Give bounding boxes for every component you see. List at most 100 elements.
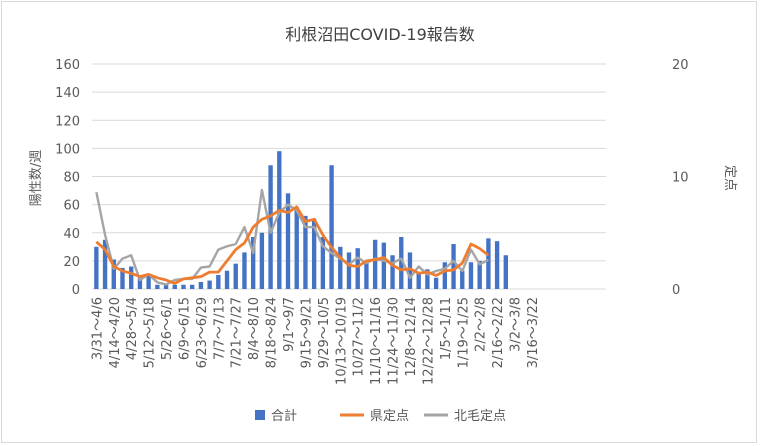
bar <box>181 284 186 289</box>
bar <box>460 270 465 289</box>
x-tick-label: 2/2～2/8 <box>474 297 489 352</box>
y-tick-label: 20 <box>63 255 80 270</box>
bar <box>329 165 334 289</box>
x-tick-label: 3/31～4/6 <box>90 297 105 360</box>
y2-axis-ticks: 0 10 20 <box>672 58 689 298</box>
bar <box>381 242 387 289</box>
bar <box>416 272 421 289</box>
bar <box>224 270 230 289</box>
bar <box>451 244 456 289</box>
bar <box>503 255 508 289</box>
legend-entry: 合計 <box>271 408 297 424</box>
y2-axis-label: 定点 <box>722 165 737 191</box>
bar <box>137 277 143 289</box>
bar-series <box>94 151 508 289</box>
x-tick-label: 9/1～9/7 <box>282 297 297 352</box>
chart-title: 利根沼田COVID-19報告数 <box>285 25 475 44</box>
y2-tick-label: 10 <box>672 171 689 186</box>
legend: 合計 県定点 北毛定点 <box>255 408 506 424</box>
bar <box>172 284 177 289</box>
x-tick-label: 11/10～11/16 <box>369 297 384 385</box>
y-tick-label: 140 <box>55 86 80 101</box>
bar <box>425 269 430 289</box>
bar <box>120 267 125 289</box>
x-tick-label: 7/21～7/27 <box>230 297 245 368</box>
legend-swatch <box>255 410 265 420</box>
series-line <box>95 205 490 285</box>
y2-tick-label: 0 <box>672 283 680 298</box>
bar <box>407 252 413 289</box>
bar <box>242 252 247 289</box>
bar <box>390 255 395 289</box>
gridlines <box>92 63 606 290</box>
bar <box>102 239 108 289</box>
bar <box>372 239 378 289</box>
y-tick-label: 160 <box>55 58 80 73</box>
y-tick-label: 120 <box>55 114 80 129</box>
bar <box>320 236 326 289</box>
x-tick-label: 7/7～7/13 <box>212 297 227 360</box>
y-tick-label: 40 <box>63 227 80 242</box>
x-tick-label: 4/14～4/20 <box>108 297 123 368</box>
y-tick-label: 100 <box>55 142 80 157</box>
x-tick-label: 5/12～5/18 <box>143 297 158 368</box>
bar <box>494 241 500 289</box>
x-tick-label: 9/29～10/5 <box>317 297 332 368</box>
x-tick-label: 12/8～12/14 <box>404 297 419 377</box>
x-tick-label: 3/2～3/8 <box>509 297 524 352</box>
x-axis-ticks: 3/31～4/6 4/14～4/20 4/28～5/4 5/12～5/18 5/26～6… <box>90 297 541 385</box>
bar <box>468 262 474 289</box>
x-tick-label: 5/26～6/1 <box>160 297 175 360</box>
bar <box>486 238 491 289</box>
x-tick-label: 10/27～11/2 <box>352 297 367 377</box>
bar <box>285 193 291 289</box>
x-tick-label: 3/16～3/22 <box>526 297 541 368</box>
bar <box>442 262 448 289</box>
bar <box>216 274 221 289</box>
bar <box>355 248 360 289</box>
x-tick-label: 1/5～1/11 <box>439 297 454 360</box>
x-tick-label: 12/22～12/28 <box>421 297 436 385</box>
x-tick-label: 8/4～8/10 <box>247 297 262 360</box>
bar <box>198 281 204 289</box>
y-tick-label: 80 <box>63 171 80 186</box>
bar <box>399 236 404 289</box>
x-tick-label: 1/19～1/25 <box>456 297 471 368</box>
y-axis-ticks: 0 20 40 60 80 100 120 140 160 <box>55 58 80 298</box>
bar <box>338 246 343 289</box>
bar <box>477 260 482 289</box>
bar <box>163 284 169 289</box>
y-tick-label: 0 <box>72 283 80 298</box>
bar <box>190 284 195 289</box>
legend-entry: 県定点 <box>370 409 409 424</box>
series-line <box>95 188 489 286</box>
x-tick-label: 9/15～9/21 <box>299 297 314 368</box>
bar <box>207 280 212 289</box>
x-tick-label: 6/9～6/15 <box>178 297 193 360</box>
y2-tick-label: 20 <box>672 58 689 73</box>
bar <box>259 232 265 289</box>
x-tick-label: 8/18～8/24 <box>265 297 280 368</box>
bar <box>346 252 352 289</box>
bar <box>294 207 299 289</box>
y-axis-label: 陽性数/週 <box>29 150 44 206</box>
bar <box>94 246 99 289</box>
bar <box>303 215 308 289</box>
x-tick-label: 11/24～11/30 <box>387 297 402 385</box>
x-tick-label: 2/16～2/22 <box>491 297 506 368</box>
bar <box>233 263 238 289</box>
bar <box>129 266 134 289</box>
bar <box>433 277 439 289</box>
bar <box>277 151 282 289</box>
y-tick-label: 60 <box>63 199 80 214</box>
x-tick-label: 10/13～10/19 <box>334 297 349 385</box>
bar <box>155 284 160 289</box>
bar <box>311 218 317 289</box>
legend-entry: 北毛定点 <box>454 409 506 424</box>
x-tick-label: 4/28～5/4 <box>125 297 140 360</box>
bar <box>146 274 151 289</box>
line-series <box>95 188 490 286</box>
bar <box>364 260 369 289</box>
